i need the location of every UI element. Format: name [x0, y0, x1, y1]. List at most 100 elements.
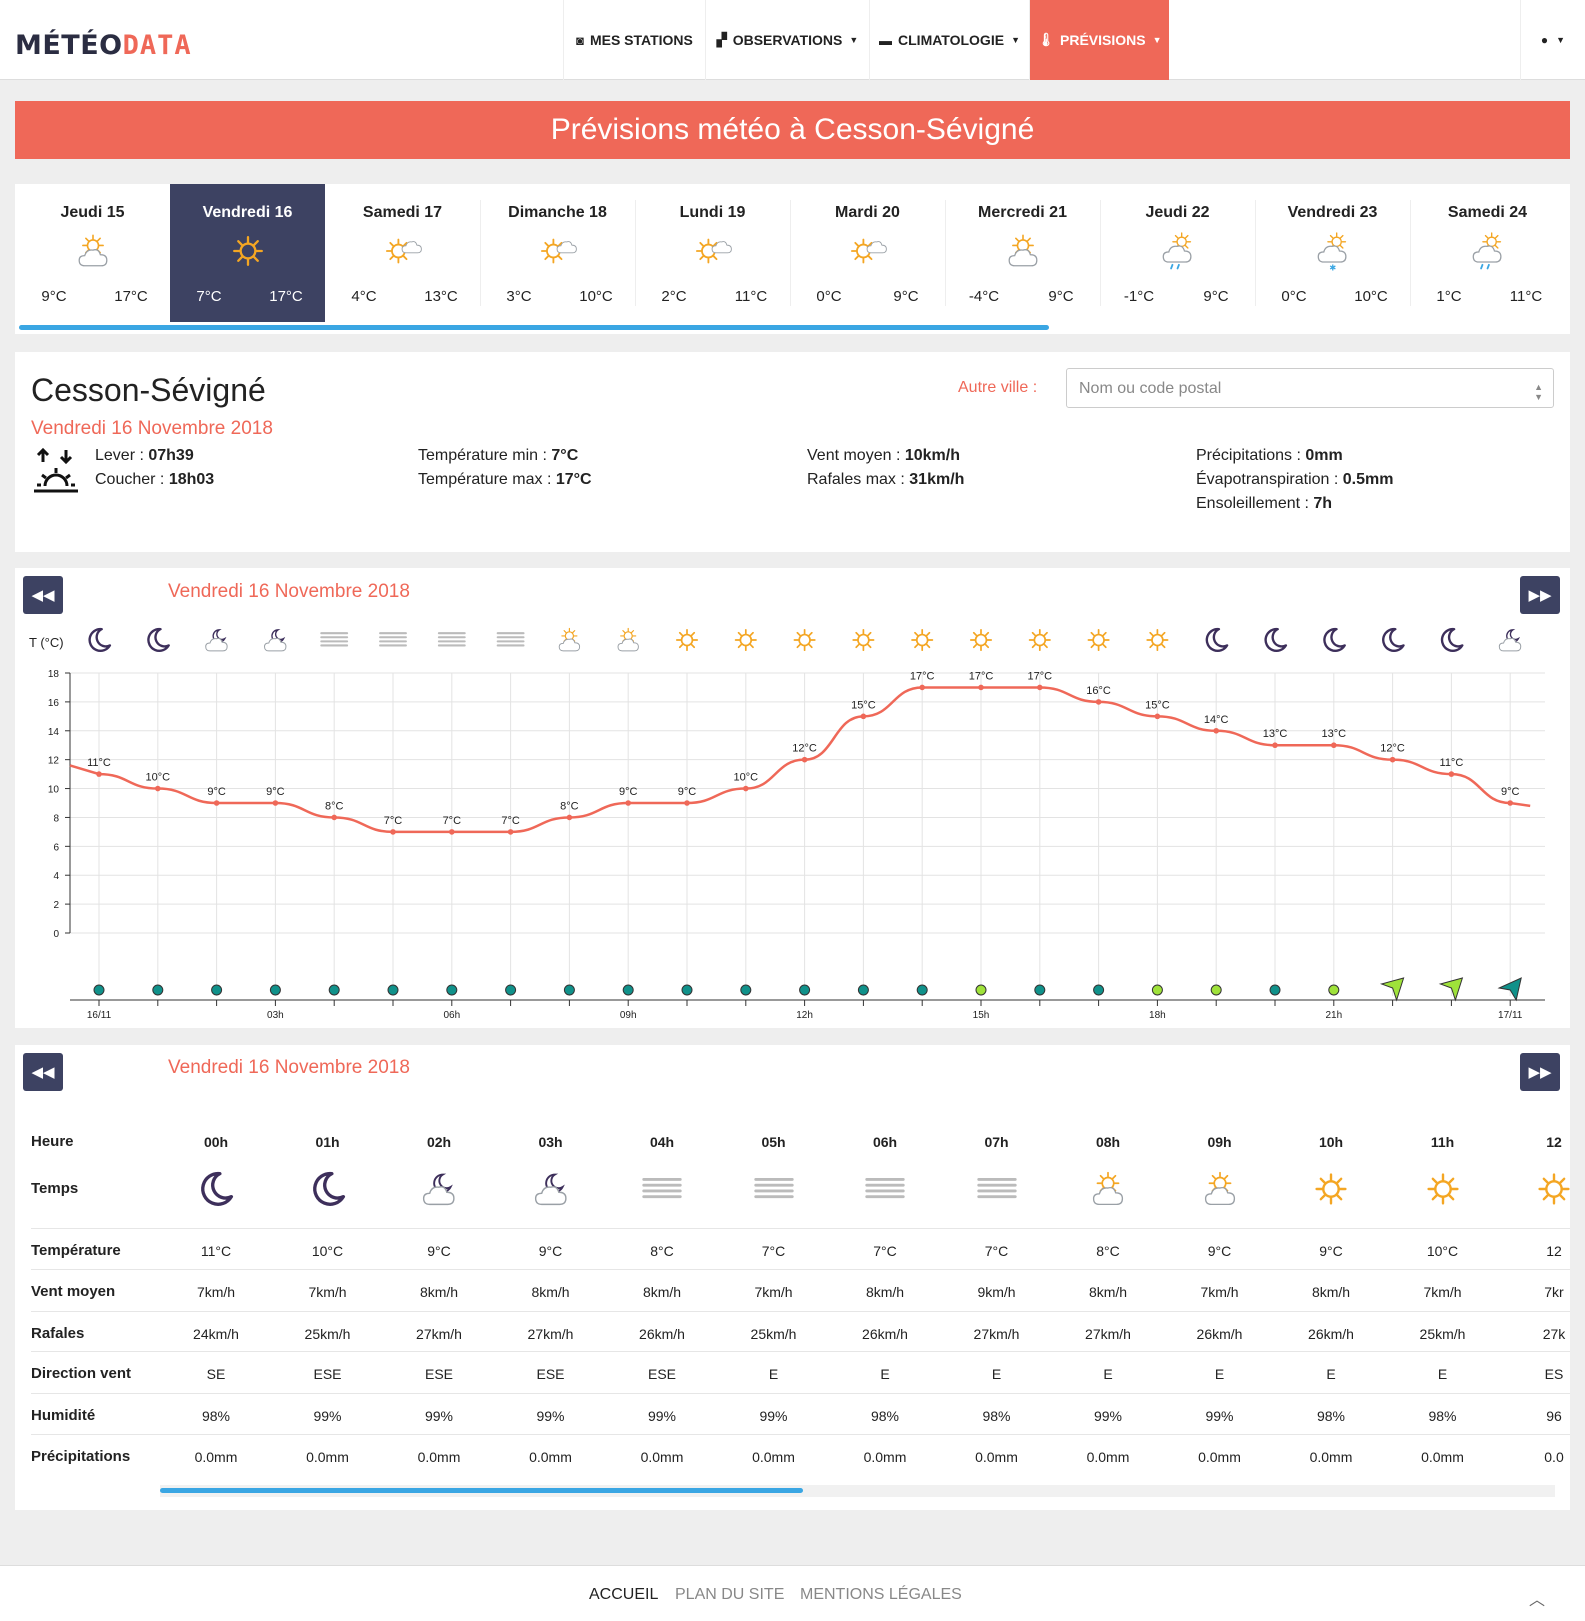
- brand-part2: DATA: [122, 30, 192, 61]
- day-tab-6[interactable]: Mardi 20 0°C 9°C: [790, 184, 945, 322]
- divider: [790, 200, 791, 306]
- footer-link-accueil[interactable]: ACCUEIL: [589, 1586, 659, 1603]
- temperature-point: [1213, 727, 1219, 734]
- day-tab-8[interactable]: Jeudi 22 -1°C 9°C: [1100, 184, 1255, 322]
- sun-icon: [911, 628, 934, 652]
- day-temp-min: 3°C: [506, 288, 532, 305]
- temperature-point: [213, 800, 220, 806]
- day-tab-5[interactable]: Lundi 19 2°C 11°C: [635, 184, 790, 322]
- fast-forward-icon: ▶▶: [1528, 587, 1552, 604]
- temperature-point-label: 8°C: [560, 800, 579, 812]
- user-menu[interactable]: ● ▼: [1520, 0, 1585, 80]
- previous-day-button[interactable]: ◀◀: [23, 1053, 63, 1091]
- hourly-table-panel: ◀◀ Vendredi 16 Novembre 2018 ▶▶ Heure 00h…: [15, 1045, 1570, 1510]
- sun-cloud-icon: [1180, 1165, 1260, 1213]
- sun-icon: [1146, 628, 1169, 652]
- table-cell: E: [768, 1366, 779, 1382]
- table-cell: 8km/h: [1311, 1284, 1351, 1300]
- temperature-point: [1095, 699, 1102, 705]
- nav-observations[interactable]: ▞ OBSERVATIONS ▼: [705, 0, 869, 80]
- previous-day-button[interactable]: ◀◀: [23, 576, 63, 614]
- day-tab-4[interactable]: Dimanche 18 3°C 10°C: [480, 184, 635, 322]
- nav-previsions[interactable]: 🌡︎ PRÉVISIONS ▼: [1029, 0, 1169, 80]
- moon-cloud-icon: [264, 629, 287, 652]
- wind-info: Vent moyen : 10km/h: [807, 447, 960, 465]
- table-cell: 96: [1546, 1408, 1562, 1424]
- day-tab-10[interactable]: Samedi 24 1°C 11°C: [1410, 184, 1565, 322]
- day-tab-7[interactable]: Mercredi 21 -4°C 9°C: [945, 184, 1100, 322]
- city-search-input[interactable]: Nom ou code postal ▲ ▼: [1066, 368, 1554, 408]
- next-day-button[interactable]: ▶▶: [1520, 1053, 1560, 1091]
- table-cell: 99%: [759, 1408, 788, 1424]
- footer-link-mentions-legales[interactable]: MENTIONS LÉGALES: [800, 1586, 962, 1603]
- table-cell: 99%: [313, 1408, 342, 1424]
- table-cell: 26km/h: [639, 1326, 685, 1342]
- table-cell: 0.0mm: [640, 1449, 684, 1465]
- wind-marker: [1093, 984, 1105, 996]
- day-name: Samedi 24: [1447, 204, 1528, 221]
- day-tab-9[interactable]: Vendredi 23 ✱ 0°C 10°C: [1255, 184, 1410, 322]
- scroll-top-icon[interactable]: ︿: [1529, 1592, 1546, 1609]
- temperature-point: [860, 713, 867, 720]
- day-tab-3[interactable]: Samedi 17 4°C 13°C: [325, 184, 480, 322]
- temperature-point: [331, 814, 338, 821]
- table-cell: 8km/h: [642, 1284, 682, 1300]
- table-cell: E: [880, 1366, 890, 1382]
- caret-down-icon: ▼: [1152, 35, 1162, 45]
- table-horizontal-scrollbar[interactable]: [160, 1485, 1555, 1497]
- hour-header: 09h: [1207, 1134, 1232, 1150]
- table-cell: 98%: [1428, 1408, 1457, 1424]
- table-cell: 27k: [1542, 1326, 1566, 1342]
- footer-link-plan-du-site[interactable]: PLAN DU SITE: [675, 1586, 785, 1603]
- hour-header: 12: [1546, 1134, 1562, 1150]
- day-name: Lundi 19: [679, 204, 746, 221]
- wind-marker: [975, 984, 987, 996]
- table-cell: 27km/h: [527, 1326, 574, 1342]
- day-name: Jeudi 15: [60, 204, 125, 221]
- y-tick-label: 14: [48, 727, 60, 738]
- table-cell: 26km/h: [1196, 1326, 1243, 1342]
- table-cell: 0.0mm: [1421, 1449, 1464, 1465]
- x-tick-label: 09h: [620, 1010, 637, 1021]
- temp-min-info: Température min : 7°C: [418, 447, 578, 465]
- table-cell: 0.0mm: [194, 1449, 238, 1465]
- wind-marker: [857, 984, 869, 996]
- sun-icon: [1087, 628, 1110, 652]
- nav-climatologie[interactable]: ▬ CLIMATOLOGIE ▼: [869, 0, 1029, 80]
- temperature-point: [1037, 684, 1043, 691]
- temperature-point-label: 13°C: [1322, 728, 1347, 740]
- hour-header: 10h: [1318, 1134, 1344, 1150]
- temp-max-label: Température max :: [418, 471, 556, 488]
- day-details-panel: Cesson-Sévigné Vendredi 16 Novembre 2018…: [15, 352, 1570, 552]
- sun-icon: [1291, 1165, 1371, 1213]
- brand-logo[interactable]: MÉTÉODATA: [15, 30, 192, 61]
- sunshine-label: Ensoleillement :: [1196, 495, 1314, 512]
- divider: [1255, 200, 1256, 306]
- y-tick-label: 18: [48, 669, 60, 680]
- scrollbar-thumb[interactable]: [160, 1488, 803, 1493]
- temperature-point-label: 12°C: [1380, 743, 1405, 755]
- temperature-point-label: 8°C: [325, 800, 344, 812]
- table-cell: 9°C: [1319, 1243, 1343, 1259]
- wind-arrow-marker: [1379, 977, 1405, 1002]
- day-name: Dimanche 18: [508, 204, 607, 221]
- row-label: Rafales: [31, 1325, 85, 1342]
- day-tab-2[interactable]: Vendredi 16 7°C 17°C: [170, 184, 325, 322]
- nav-mes-stations[interactable]: ◙ MES STATIONS: [563, 0, 705, 80]
- horizontal-scrollbar[interactable]: [19, 325, 1049, 330]
- next-day-button[interactable]: ▶▶: [1520, 576, 1560, 614]
- day-temp-max: 17°C: [269, 288, 303, 305]
- footer: ACCUEIL PLAN DU SITE MENTIONS LÉGALES ︿: [0, 1565, 1585, 1621]
- day-tab-1[interactable]: Jeudi 15 9°C 17°C: [15, 184, 170, 322]
- temp-min-label: Température min :: [418, 447, 552, 464]
- table-cell: 99%: [1205, 1408, 1234, 1424]
- city-name: Cesson-Sévigné: [31, 372, 266, 408]
- temperature-point-label: 9°C: [207, 786, 226, 798]
- table-cell: 0.0mm: [306, 1449, 349, 1465]
- row-label: Direction vent: [31, 1365, 132, 1382]
- temperature-point-label: 7°C: [384, 815, 403, 827]
- table-cell: 0.0mm: [1309, 1449, 1353, 1465]
- table-cell: 0.0mm: [975, 1449, 1018, 1465]
- wind-label: Vent moyen :: [807, 447, 905, 464]
- x-tick-label: 12h: [796, 1010, 813, 1021]
